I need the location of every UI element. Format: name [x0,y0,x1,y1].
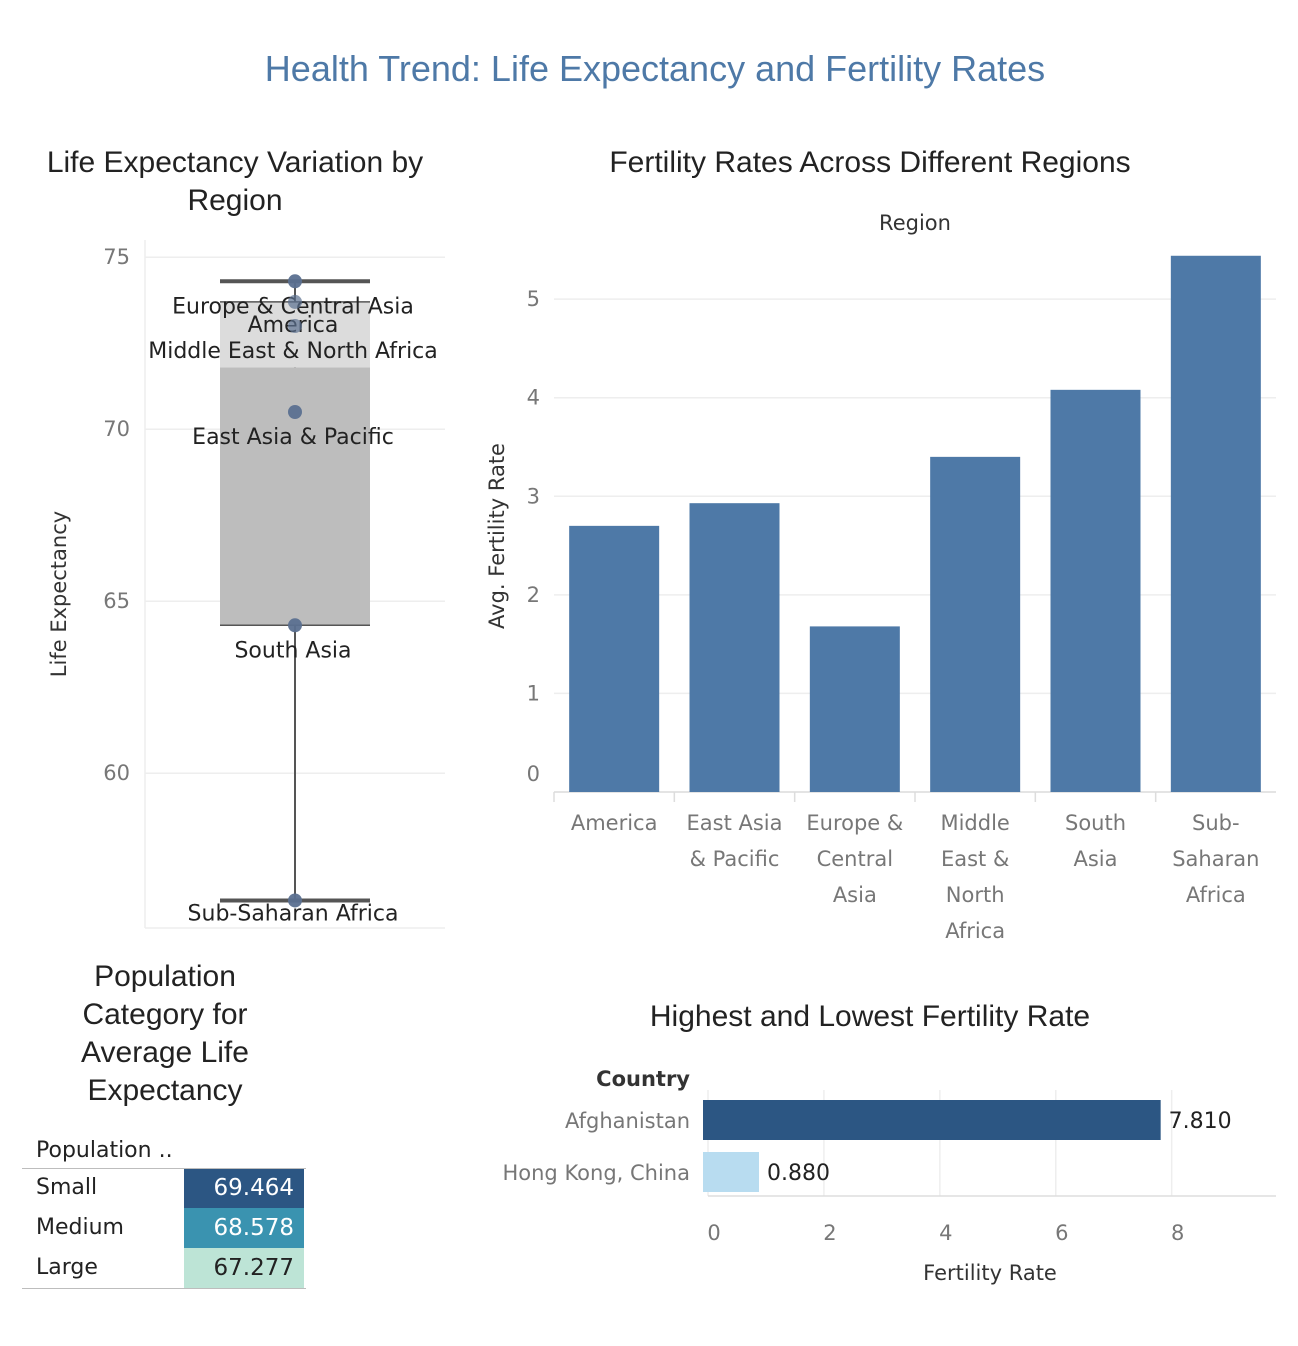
hbar-mark [703,1152,760,1192]
bar-x-tick-label: South Asia [1065,811,1126,871]
box-y-tick: 70 [103,417,130,441]
hbar-x-tick: 0 [707,1221,720,1245]
table-row-value: 67.277 [184,1248,304,1288]
box-point [288,319,302,333]
bar-x-tick-label: East Asia & Pacific [687,811,783,871]
hbar-y-header: Country [596,1067,690,1091]
bar-x-tick-line: North [946,883,1005,907]
bar-x-tick-line: Asia [1073,847,1117,871]
bar-x-tick-line: Europe & [806,811,903,835]
table-row-label: Medium [36,1215,124,1240]
dashboard-title: Health Trend: Life Expectancy and Fertil… [264,48,1046,89]
bar-y-tick: 1 [527,681,540,705]
box-point-label: East Asia & Pacific [192,425,394,450]
box-point-label: Middle East & North Africa [148,339,438,364]
hbar-value-label: 0.880 [767,1161,830,1186]
hbar-x-tick: 4 [939,1221,952,1245]
table-row-value: 69.464 [184,1168,304,1208]
box-y-tick: 65 [103,589,130,613]
bar-x-tick-label: Middle East & North Africa [940,811,1009,943]
bar-x-tick-label: Sub- Saharan Africa [1172,811,1259,907]
bar-y-tick: 0 [527,762,540,786]
box-y-tick: 60 [103,761,130,785]
bar-x-tick-line: Sub- [1192,811,1240,835]
hbar-mark [703,1100,1161,1140]
table-bottom-rule [22,1288,306,1289]
bar-mark [809,626,900,792]
population-column-header: Population .. [36,1138,173,1163]
box-point [288,274,302,289]
bar-x-tick-line: America [571,811,658,835]
bar-mark [1050,389,1141,792]
table-row-value: 68.578 [184,1208,304,1248]
bar-mark [930,456,1021,792]
hbar-x-axis-title: Fertility Rate [923,1261,1057,1285]
bar-mark [689,503,780,792]
box-point [288,294,302,309]
hbar-x-tick: 6 [1055,1221,1068,1245]
box-chart-title: Life Expectancy Variation by Region [46,146,424,217]
bar-x-tick-line: East & [941,847,1009,871]
hbar-category-label: Afghanistan [565,1109,690,1133]
hbar-value-label: 7.810 [1169,1109,1232,1134]
bar-x-tick-line: Central [817,847,893,871]
bar-x-header: Region [879,211,951,235]
bar-x-tick-line: Africa [1186,883,1246,907]
box-upper-half [220,301,370,368]
box-point [288,405,302,419]
bar-mark [1170,255,1261,792]
table-top-rule [22,1168,306,1169]
table-row: Small 69.464 [22,1168,306,1208]
box-point-label: South Asia [234,638,351,663]
bar-x-tick-line: Middle [940,811,1009,835]
bar-x-tick-line: Asia [833,883,877,907]
fertility-regions-bar-chart: Region 0 1 2 3 4 5 Avg. Fertility Rate America Ea… [485,211,1276,943]
bar-mark [569,525,660,792]
table-row-label: Small [36,1175,98,1200]
bar-chart-title: Fertility Rates Across Different Regions [609,146,1131,179]
hbar-chart-title: Highest and Lowest Fertility Rate [649,1000,1091,1033]
fertility-extremes-hbar-chart: Country 0 2 4 6 8 Fertility Rate Afghanistan 7.8… [502,1067,1276,1285]
table-row-label: Large [36,1255,98,1280]
bar-x-tick-line: & Pacific [690,847,780,871]
table-title: Population Category for Average Life Exp… [81,960,249,1107]
bar-x-tick-line: Saharan [1172,847,1259,871]
bar-x-tick-line: South [1065,811,1126,835]
bar-y-tick: 4 [527,386,540,410]
box-point [288,893,302,908]
hbar-x-tick: 2 [823,1221,836,1245]
table-row: Medium 68.578 [22,1208,306,1248]
box-point [288,618,302,633]
bar-x-tick-line: Africa [945,919,1005,943]
bar-y-axis-title: Avg. Fertility Rate [485,443,509,629]
box-y-tick: 75 [103,245,130,269]
bar-x-tick-label: Europe & Central Asia [806,811,903,907]
box-y-axis-title: Life Expectancy [47,511,71,677]
bar-x-tick-label: America [571,811,658,835]
bar-y-tick: 3 [527,484,540,508]
box-point-label: Sub-Saharan Africa [188,901,399,926]
population-table: Population .. Small 69.464 Medium 68.578 Lar… [22,1134,306,1289]
hbar-category-label: Hong Kong, China [502,1161,690,1185]
table-row: Large 67.277 [22,1248,306,1288]
bar-y-tick: 5 [527,287,540,311]
bar-y-tick: 2 [527,583,540,607]
bar-x-tick-line: East Asia [687,811,783,835]
hbar-x-tick: 8 [1171,1221,1184,1245]
